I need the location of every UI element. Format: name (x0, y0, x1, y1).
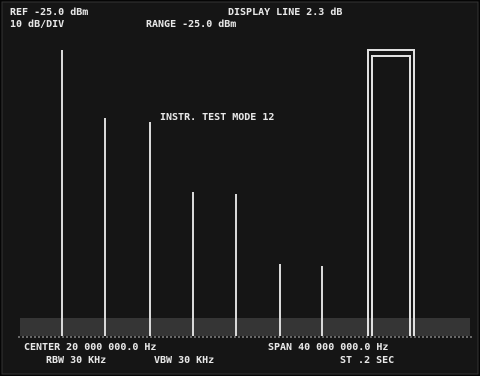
span: SPAN 40 000 000.0 Hz (268, 342, 388, 353)
range: RANGE -25.0 dBm (146, 19, 236, 30)
test-mode: INSTR. TEST MODE 12 (160, 112, 274, 123)
center-frequency: CENTER 20 000 000.0 Hz (24, 342, 156, 353)
spectrum (18, 49, 472, 338)
display-line: DISPLAY LINE 2.3 dB (228, 7, 342, 18)
scale: 10 dB/DIV (10, 19, 64, 30)
noise-floor (20, 318, 470, 336)
rbw: RBW 30 KHz (46, 355, 106, 366)
reference-level: REF -25.0 dBm (10, 7, 88, 18)
wide-signal (367, 49, 415, 336)
sweep-time: ST .2 SEC (340, 355, 394, 366)
vbw: VBW 30 KHz (154, 355, 214, 366)
